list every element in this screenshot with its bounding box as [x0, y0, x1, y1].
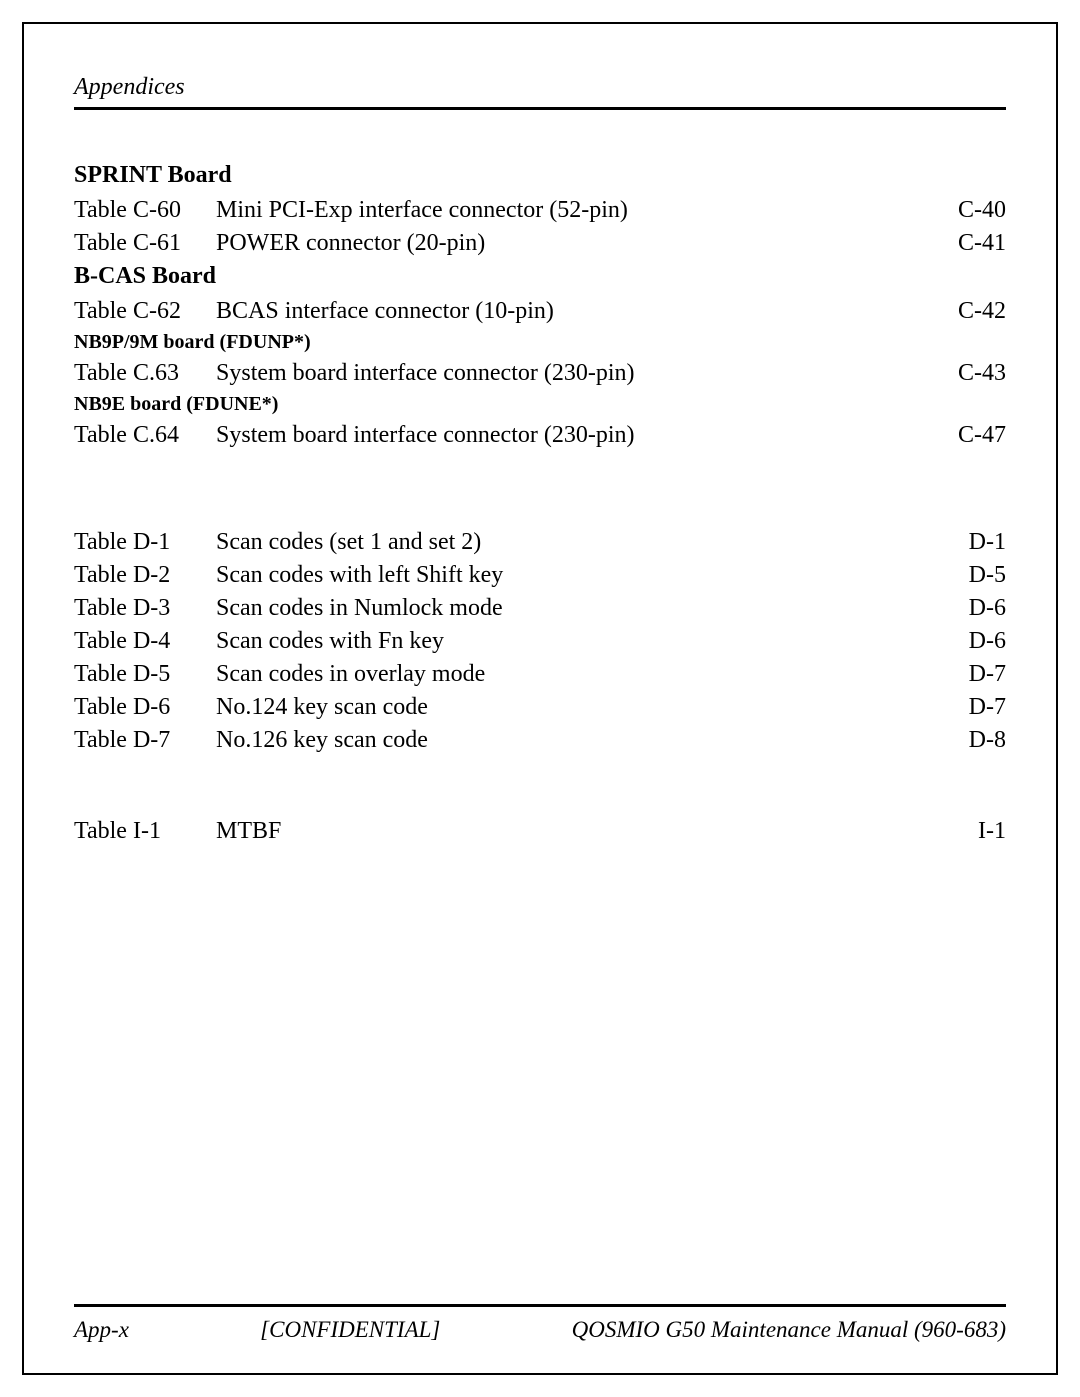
- footer-center: [CONFIDENTIAL]: [260, 1317, 440, 1343]
- toc-row: Table D-4Scan codes with Fn key D-6: [74, 628, 1006, 655]
- footer-right: QOSMIO G50 Maintenance Manual (960-683): [572, 1317, 1006, 1343]
- section-title: B-CAS Board: [74, 263, 1006, 290]
- toc-row: Table D-6No.124 key scan code D-7: [74, 694, 1006, 721]
- toc-desc: Mini PCI-Exp interface connector (52-pin…: [216, 197, 628, 224]
- toc-desc: Scan codes with left Shift key: [216, 562, 503, 589]
- toc-row: Table C.64System board interface connect…: [74, 422, 1006, 449]
- toc-desc: No.126 key scan code: [216, 727, 428, 754]
- toc-label: Table D-5: [74, 661, 216, 688]
- toc-page: C-42: [958, 298, 1006, 325]
- toc-row: Table C-60Mini PCI-Exp interface connect…: [74, 197, 1006, 224]
- toc-label: Table D-2: [74, 562, 216, 589]
- toc-desc: MTBF: [216, 818, 281, 845]
- page-frame: Appendices SPRINT Board Table C-60Mini PC…: [22, 22, 1058, 1375]
- toc-page: C-43: [958, 360, 1006, 387]
- toc-label: Table C.64: [74, 422, 216, 449]
- toc-page: D-7: [969, 694, 1006, 721]
- toc-label: Table D-1: [74, 529, 216, 556]
- toc-desc: Scan codes in overlay mode: [216, 661, 485, 688]
- toc-page: D-6: [969, 595, 1006, 622]
- toc-row: Table C-61POWER connector (20-pin) C-41: [74, 230, 1006, 257]
- toc-page: C-40: [958, 197, 1006, 224]
- toc-row: Table D-2Scan codes with left Shift key D…: [74, 562, 1006, 589]
- section-title: NB9E board (FDUNE*): [74, 393, 1006, 416]
- toc-label: Table C-60: [74, 197, 216, 224]
- toc-page: D-6: [969, 628, 1006, 655]
- toc-label: Table I-1: [74, 818, 216, 845]
- spacer: [74, 455, 1006, 523]
- toc-desc: Scan codes (set 1 and set 2): [216, 529, 481, 556]
- toc-label: Table D-7: [74, 727, 216, 754]
- toc-page: D-5: [969, 562, 1006, 589]
- toc-desc: Scan codes with Fn key: [216, 628, 444, 655]
- toc-page: D-1: [969, 529, 1006, 556]
- toc-label: Table C.63: [74, 360, 216, 387]
- toc-desc: BCAS interface connector (10-pin): [216, 298, 554, 325]
- toc-page: D-8: [969, 727, 1006, 754]
- footer: App-x [CONFIDENTIAL] QOSMIO G50 Maintena…: [74, 1304, 1006, 1343]
- toc-desc: System board interface connector (230-pi…: [216, 360, 635, 387]
- toc-page: D-7: [969, 661, 1006, 688]
- toc-label: Table C-61: [74, 230, 216, 257]
- toc-label: Table D-3: [74, 595, 216, 622]
- toc-body: SPRINT Board Table C-60Mini PCI-Exp inter…: [74, 156, 1006, 851]
- toc-row: Table I-1MTBF I-1: [74, 818, 1006, 845]
- toc-page: C-47: [958, 422, 1006, 449]
- toc-label: Table C-62: [74, 298, 216, 325]
- header-title: Appendices: [74, 74, 1006, 101]
- toc-row: Table C-62BCAS interface connector (10-p…: [74, 298, 1006, 325]
- spacer: [74, 760, 1006, 812]
- toc-row: Table D-7No.126 key scan code D-8: [74, 727, 1006, 754]
- toc-label: Table D-4: [74, 628, 216, 655]
- toc-page: I-1: [978, 818, 1006, 845]
- toc-row: Table D-3Scan codes in Numlock mode D-6: [74, 595, 1006, 622]
- section-title: SPRINT Board: [74, 162, 1006, 189]
- toc-desc: POWER connector (20-pin): [216, 230, 485, 257]
- toc-desc: System board interface connector (230-pi…: [216, 422, 635, 449]
- section-title: NB9P/9M board (FDUNP*): [74, 331, 1006, 354]
- footer-left: App-x: [74, 1317, 129, 1343]
- toc-desc: No.124 key scan code: [216, 694, 428, 721]
- toc-label: Table D-6: [74, 694, 216, 721]
- toc-desc: Scan codes in Numlock mode: [216, 595, 503, 622]
- toc-row: Table D-1Scan codes (set 1 and set 2) D-…: [74, 529, 1006, 556]
- header-rule: Appendices: [74, 74, 1006, 110]
- toc-page: C-41: [958, 230, 1006, 257]
- toc-row: Table C.63System board interface connect…: [74, 360, 1006, 387]
- toc-row: Table D-5Scan codes in overlay mode D-7: [74, 661, 1006, 688]
